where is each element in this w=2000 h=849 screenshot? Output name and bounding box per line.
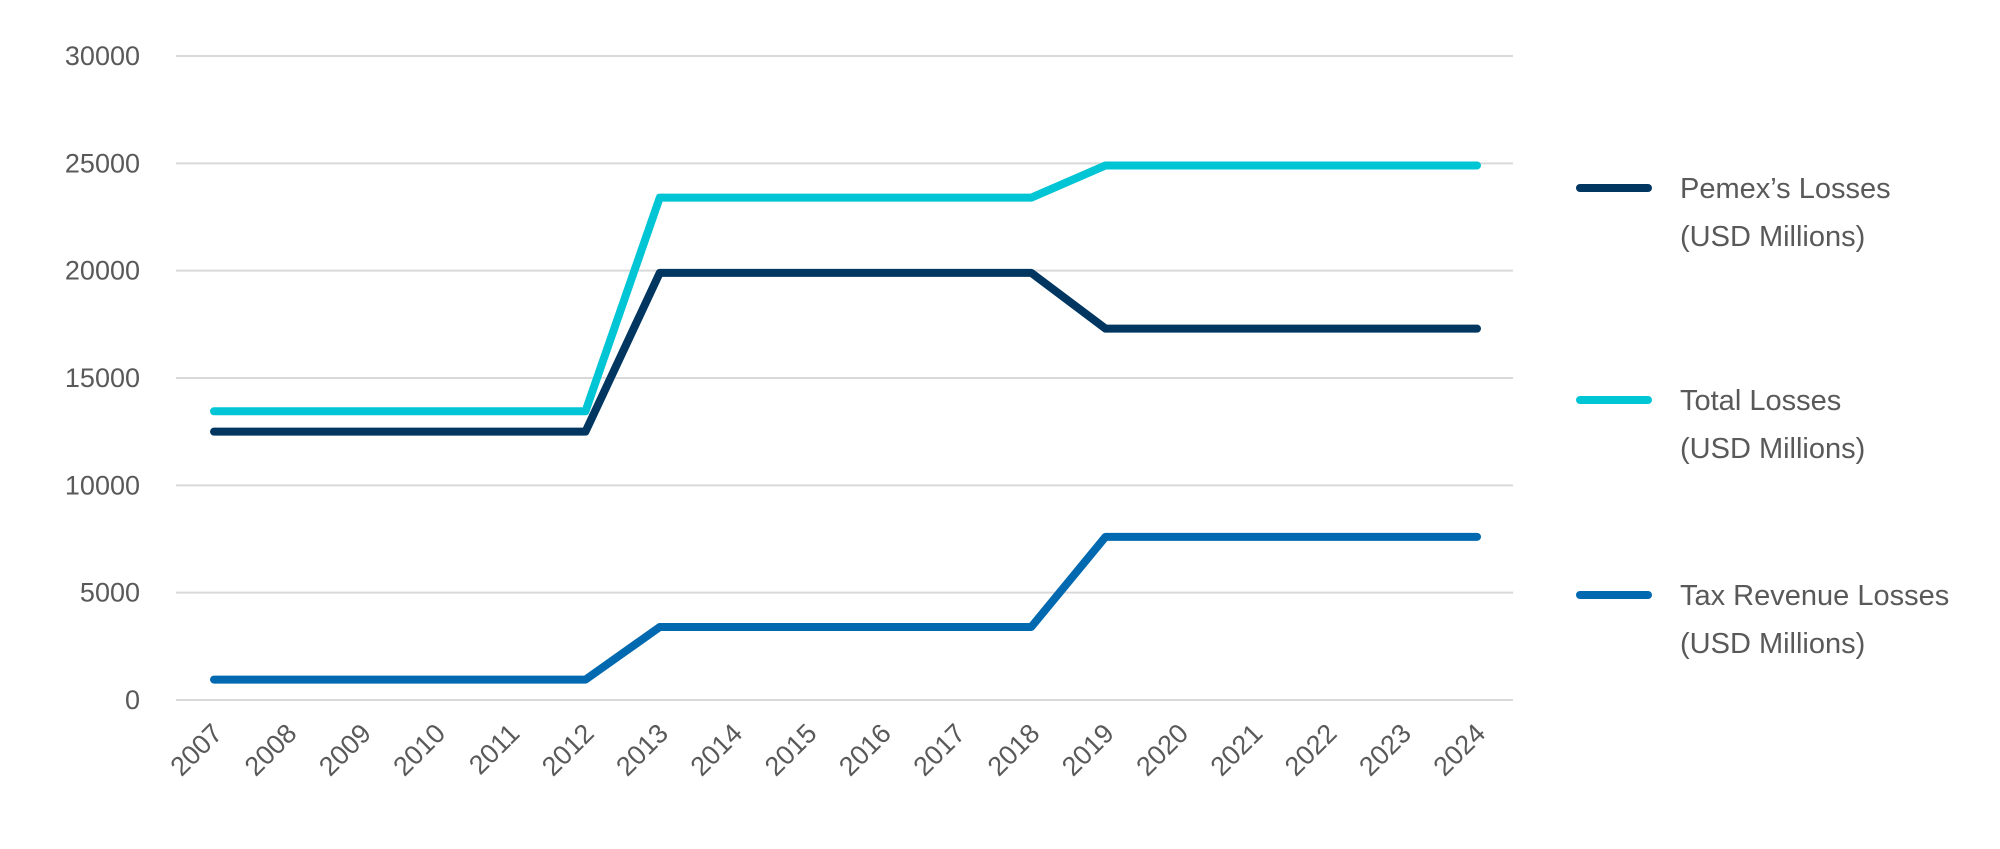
- legend-label-unit: (USD Millions): [1680, 221, 1865, 253]
- y-tick-label: 20000: [65, 256, 140, 286]
- y-tick-label: 15000: [65, 363, 140, 393]
- x-tick-label: 2018: [982, 718, 1046, 782]
- x-tick-label: 2014: [685, 718, 749, 782]
- x-axis-ticks: 2007 2008 2009 2010 2011 2012 2013 2014 2015 2016…: [165, 718, 1492, 782]
- x-tick-label: 2015: [759, 718, 823, 782]
- x-tick-label: 2012: [536, 718, 600, 782]
- x-tick-label: 2008: [239, 718, 303, 782]
- x-tick-label: 2020: [1130, 718, 1194, 782]
- legend-label: Total Losses: [1680, 385, 1841, 417]
- series-line: [210, 161, 1481, 416]
- legend-label: Tax Revenue Losses: [1680, 580, 1949, 612]
- x-tick-label: 2007: [165, 718, 229, 782]
- x-tick-label: 2010: [387, 718, 451, 782]
- series-line: [210, 268, 1481, 436]
- x-tick-label: 2013: [610, 718, 674, 782]
- series-lines: [210, 161, 1481, 684]
- series-line: [210, 532, 1481, 684]
- x-tick-label: 2016: [833, 718, 897, 782]
- x-tick-label: 2017: [907, 718, 971, 782]
- x-tick-label: 2022: [1279, 718, 1343, 782]
- y-tick-label: 30000: [65, 41, 140, 71]
- legend-label: Pemex’s Losses: [1680, 173, 1891, 205]
- y-tick-label: 0: [125, 685, 140, 715]
- y-tick-label: 10000: [65, 470, 140, 500]
- x-tick-label: 2011: [463, 718, 525, 780]
- x-tick-label: 2024: [1428, 718, 1492, 782]
- legend: Pemex’s Losses (USD Millions) Total Losse…: [1576, 173, 1949, 660]
- x-tick-label: 2009: [313, 718, 377, 782]
- x-tick-label: 2019: [1056, 718, 1120, 782]
- x-tick-label: 2023: [1353, 718, 1417, 782]
- legend-label-unit: (USD Millions): [1680, 628, 1865, 660]
- x-tick-label: 2021: [1205, 718, 1269, 782]
- gridlines: [176, 55, 1513, 701]
- legend-label-unit: (USD Millions): [1680, 433, 1865, 465]
- y-axis-ticks: 0 5000 10000 15000 20000 25000 30000: [65, 41, 140, 715]
- y-tick-label: 5000: [80, 578, 140, 608]
- y-tick-label: 25000: [65, 148, 140, 178]
